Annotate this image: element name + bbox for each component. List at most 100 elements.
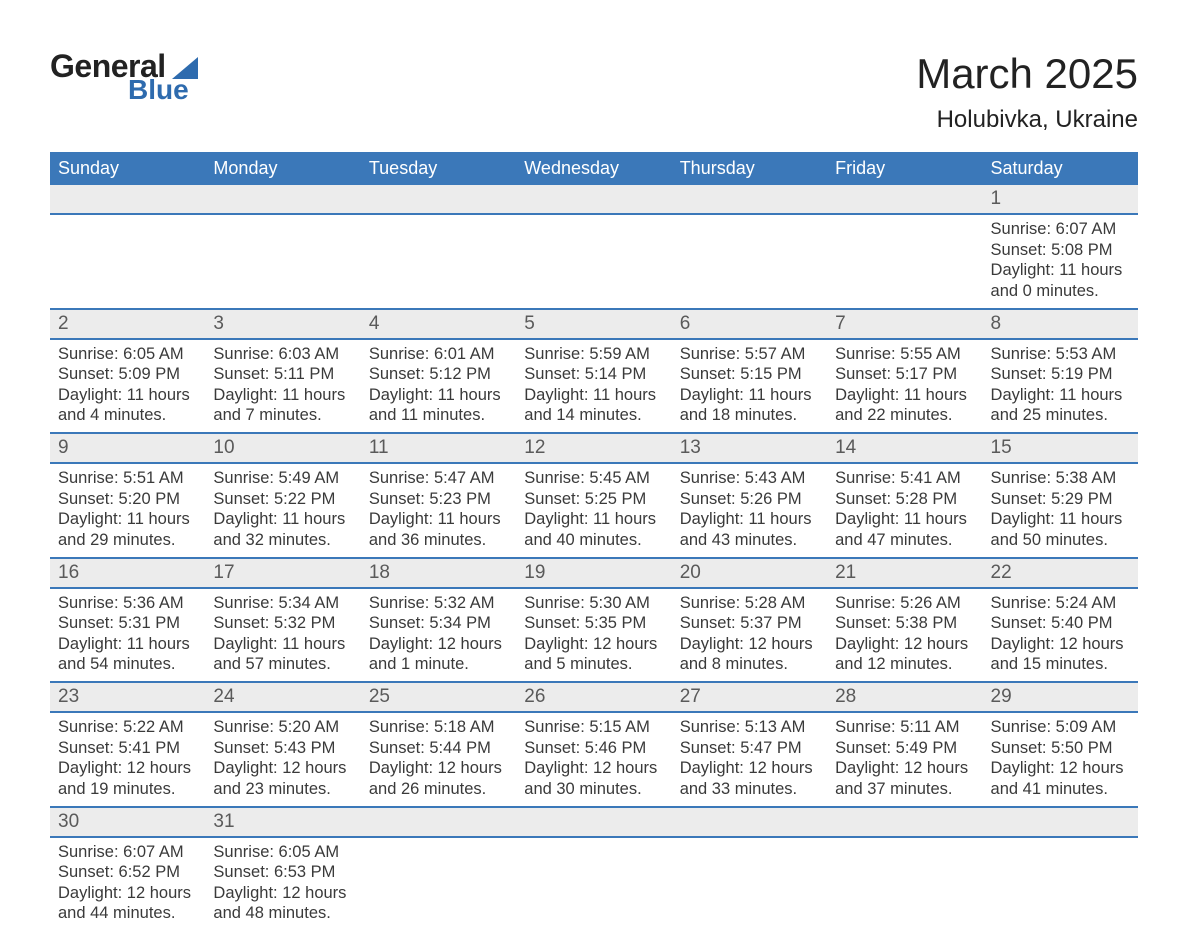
day-d1: Daylight: 11 hours bbox=[213, 385, 352, 406]
day-d2: and 12 minutes. bbox=[835, 654, 974, 675]
day-d1: Daylight: 11 hours bbox=[58, 385, 197, 406]
day-number-cell: 12 bbox=[516, 433, 671, 463]
day-d2: and 19 minutes. bbox=[58, 779, 197, 800]
day-detail-cell: Sunrise: 5:47 AMSunset: 5:23 PMDaylight:… bbox=[361, 463, 516, 558]
day-d2: and 54 minutes. bbox=[58, 654, 197, 675]
day-d1: Daylight: 11 hours bbox=[369, 385, 508, 406]
day-number-cell: 8 bbox=[983, 309, 1138, 339]
day-d2: and 43 minutes. bbox=[680, 530, 819, 551]
day-detail-cell: Sunrise: 6:07 AMSunset: 6:52 PMDaylight:… bbox=[50, 837, 205, 930]
day-d1: Daylight: 12 hours bbox=[680, 634, 819, 655]
week-daynum-row: 3031 bbox=[50, 807, 1138, 837]
day-detail-cell: Sunrise: 5:45 AMSunset: 5:25 PMDaylight:… bbox=[516, 463, 671, 558]
brand-logo-row: General bbox=[50, 50, 198, 82]
day-d1: Daylight: 11 hours bbox=[369, 509, 508, 530]
day-d2: and 41 minutes. bbox=[991, 779, 1130, 800]
day-d2: and 22 minutes. bbox=[835, 405, 974, 426]
day-d1: Daylight: 12 hours bbox=[991, 758, 1130, 779]
day-ss: Sunset: 5:17 PM bbox=[835, 364, 974, 385]
day-detail-cell: Sunrise: 5:53 AMSunset: 5:19 PMDaylight:… bbox=[983, 339, 1138, 434]
month-title: March 2025 bbox=[916, 50, 1138, 98]
day-d2: and 8 minutes. bbox=[680, 654, 819, 675]
day-number-cell: 22 bbox=[983, 558, 1138, 588]
day-d1: Daylight: 11 hours bbox=[991, 385, 1130, 406]
day-detail-cell bbox=[50, 214, 205, 309]
day-number-cell: 11 bbox=[361, 433, 516, 463]
day-number-cell: 15 bbox=[983, 433, 1138, 463]
day-ss: Sunset: 5:23 PM bbox=[369, 489, 508, 510]
day-sr: Sunrise: 5:15 AM bbox=[524, 717, 663, 738]
day-ss: Sunset: 5:20 PM bbox=[58, 489, 197, 510]
day-number-cell: 29 bbox=[983, 682, 1138, 712]
calendar-body: 1Sunrise: 6:07 AMSunset: 5:08 PMDaylight… bbox=[50, 185, 1138, 930]
day-sr: Sunrise: 5:53 AM bbox=[991, 344, 1130, 365]
calendar-header: Sunday Monday Tuesday Wednesday Thursday… bbox=[50, 152, 1138, 185]
day-detail-cell: Sunrise: 6:01 AMSunset: 5:12 PMDaylight:… bbox=[361, 339, 516, 434]
day-number-cell: 30 bbox=[50, 807, 205, 837]
day-number-cell: 18 bbox=[361, 558, 516, 588]
day-number-cell: 10 bbox=[205, 433, 360, 463]
day-detail-cell bbox=[516, 214, 671, 309]
week-daynum-row: 16171819202122 bbox=[50, 558, 1138, 588]
day-ss: Sunset: 5:46 PM bbox=[524, 738, 663, 759]
day-detail-cell bbox=[827, 837, 982, 930]
day-number-cell: 4 bbox=[361, 309, 516, 339]
day-detail-cell: Sunrise: 5:36 AMSunset: 5:31 PMDaylight:… bbox=[50, 588, 205, 683]
day-ss: Sunset: 6:53 PM bbox=[213, 862, 352, 883]
day-detail-cell bbox=[672, 214, 827, 309]
day-d1: Daylight: 12 hours bbox=[58, 883, 197, 904]
day-d2: and 23 minutes. bbox=[213, 779, 352, 800]
day-d1: Daylight: 11 hours bbox=[213, 634, 352, 655]
day-d1: Daylight: 12 hours bbox=[213, 758, 352, 779]
day-number-cell: 31 bbox=[205, 807, 360, 837]
day-ss: Sunset: 5:11 PM bbox=[213, 364, 352, 385]
day-detail-cell: Sunrise: 5:57 AMSunset: 5:15 PMDaylight:… bbox=[672, 339, 827, 434]
day-number-cell: 6 bbox=[672, 309, 827, 339]
day-sr: Sunrise: 5:20 AM bbox=[213, 717, 352, 738]
day-sr: Sunrise: 5:55 AM bbox=[835, 344, 974, 365]
day-number-cell: 24 bbox=[205, 682, 360, 712]
day-detail-cell: Sunrise: 5:11 AMSunset: 5:49 PMDaylight:… bbox=[827, 712, 982, 807]
day-number-cell bbox=[827, 807, 982, 837]
day-number-cell: 16 bbox=[50, 558, 205, 588]
day-sr: Sunrise: 5:47 AM bbox=[369, 468, 508, 489]
day-d1: Daylight: 12 hours bbox=[524, 758, 663, 779]
day-ss: Sunset: 5:40 PM bbox=[991, 613, 1130, 634]
day-sr: Sunrise: 5:45 AM bbox=[524, 468, 663, 489]
week-daynum-row: 2345678 bbox=[50, 309, 1138, 339]
week-daynum-row: 23242526272829 bbox=[50, 682, 1138, 712]
day-detail-cell: Sunrise: 6:07 AMSunset: 5:08 PMDaylight:… bbox=[983, 214, 1138, 309]
day-ss: Sunset: 5:12 PM bbox=[369, 364, 508, 385]
day-sr: Sunrise: 5:41 AM bbox=[835, 468, 974, 489]
day-d1: Daylight: 11 hours bbox=[991, 260, 1130, 281]
day-d2: and 50 minutes. bbox=[991, 530, 1130, 551]
day-d2: and 14 minutes. bbox=[524, 405, 663, 426]
week-daynum-row: 1 bbox=[50, 185, 1138, 214]
day-detail-cell: Sunrise: 5:38 AMSunset: 5:29 PMDaylight:… bbox=[983, 463, 1138, 558]
week-detail-row: Sunrise: 5:36 AMSunset: 5:31 PMDaylight:… bbox=[50, 588, 1138, 683]
day-detail-cell bbox=[672, 837, 827, 930]
day-d2: and 29 minutes. bbox=[58, 530, 197, 551]
day-detail-cell: Sunrise: 5:55 AMSunset: 5:17 PMDaylight:… bbox=[827, 339, 982, 434]
day-sr: Sunrise: 5:43 AM bbox=[680, 468, 819, 489]
day-detail-cell bbox=[361, 837, 516, 930]
day-detail-cell bbox=[983, 837, 1138, 930]
day-number-cell: 5 bbox=[516, 309, 671, 339]
day-d2: and 5 minutes. bbox=[524, 654, 663, 675]
day-ss: Sunset: 5:29 PM bbox=[991, 489, 1130, 510]
day-sr: Sunrise: 5:59 AM bbox=[524, 344, 663, 365]
day-detail-cell: Sunrise: 5:41 AMSunset: 5:28 PMDaylight:… bbox=[827, 463, 982, 558]
day-ss: Sunset: 5:37 PM bbox=[680, 613, 819, 634]
triangle-icon bbox=[172, 57, 198, 79]
day-number-cell bbox=[361, 807, 516, 837]
day-sr: Sunrise: 5:32 AM bbox=[369, 593, 508, 614]
day-detail-cell: Sunrise: 5:15 AMSunset: 5:46 PMDaylight:… bbox=[516, 712, 671, 807]
day-ss: Sunset: 5:26 PM bbox=[680, 489, 819, 510]
day-detail-cell: Sunrise: 6:05 AMSunset: 5:09 PMDaylight:… bbox=[50, 339, 205, 434]
day-detail-cell: Sunrise: 5:22 AMSunset: 5:41 PMDaylight:… bbox=[50, 712, 205, 807]
day-d1: Daylight: 11 hours bbox=[680, 509, 819, 530]
day-d1: Daylight: 11 hours bbox=[835, 509, 974, 530]
day-d2: and 30 minutes. bbox=[524, 779, 663, 800]
day-number-cell: 28 bbox=[827, 682, 982, 712]
day-d2: and 25 minutes. bbox=[991, 405, 1130, 426]
